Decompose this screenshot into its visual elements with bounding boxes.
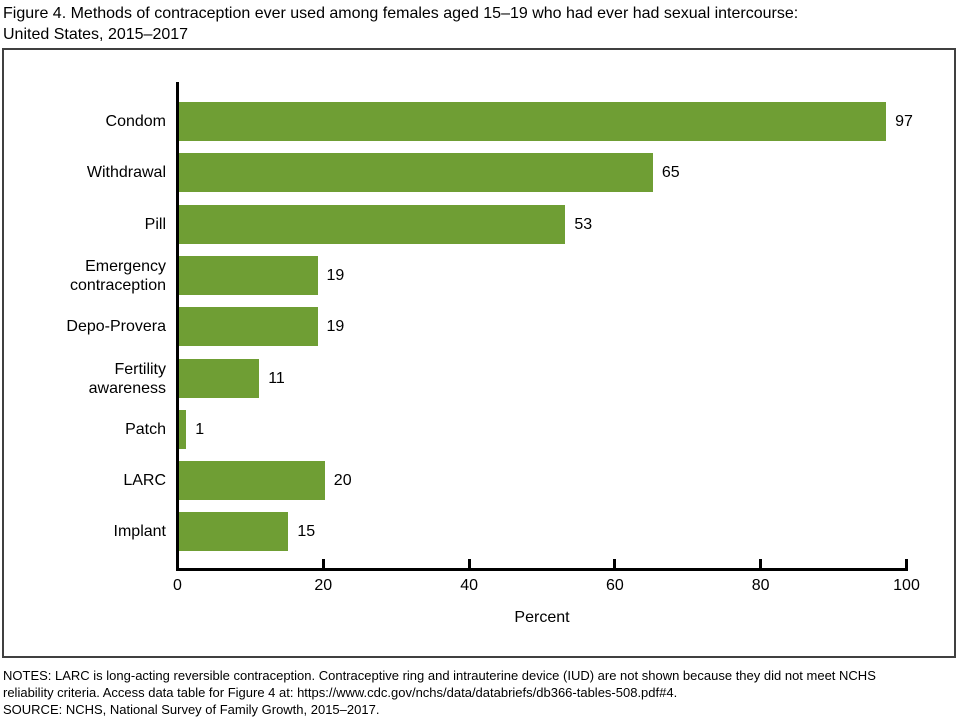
y-axis-line	[176, 82, 179, 571]
x-tick-label: 100	[893, 577, 920, 594]
x-tick-label: 40	[460, 577, 478, 594]
bar	[179, 410, 187, 449]
category-label: Condom	[105, 113, 166, 130]
chart-notes: NOTES: LARC is long-acting reversible co…	[3, 667, 950, 718]
x-tick-label: 60	[605, 577, 624, 594]
figure-title: Figure 4. Methods of contraception ever …	[3, 3, 957, 45]
value-label: 1	[195, 420, 205, 438]
x-tick	[613, 559, 617, 571]
value-label: 15	[297, 522, 316, 540]
bar	[179, 461, 325, 500]
value-label: 97	[895, 112, 913, 130]
figure-title-line2: United States, 2015–2017	[3, 26, 189, 43]
source-line: SOURCE: NCHS, National Survey of Family …	[3, 702, 380, 717]
x-tick	[905, 559, 908, 571]
bar	[179, 512, 289, 551]
x-tick	[321, 559, 325, 571]
value-label: 19	[326, 266, 345, 284]
category-label: Withdrawal	[86, 164, 166, 181]
x-tick	[176, 559, 179, 571]
category-label: Pill	[144, 216, 166, 233]
value-label: 19	[326, 317, 345, 335]
bar	[179, 102, 887, 141]
value-label: 11	[268, 369, 285, 387]
x-tick	[467, 559, 471, 571]
x-tick-label: 20	[314, 577, 333, 594]
notes-line-2: reliability criteria. Access data table …	[3, 685, 678, 700]
x-tick	[759, 559, 763, 571]
x-axis-line	[176, 568, 908, 571]
category-label: LARC	[123, 472, 166, 489]
bar	[179, 359, 260, 398]
value-label: 20	[333, 471, 352, 489]
figure-title-line1: Figure 4. Methods of contraception ever …	[3, 5, 799, 22]
x-axis-title: Percent	[514, 609, 570, 626]
bar	[179, 307, 318, 346]
notes-line-1: NOTES: LARC is long-acting reversible co…	[3, 668, 876, 683]
value-label: 53	[574, 215, 593, 233]
category-label: Fertility awareness	[88, 360, 166, 397]
value-label: 65	[661, 163, 680, 181]
bar	[179, 205, 566, 244]
category-label: Implant	[113, 523, 166, 540]
x-tick-label: 0	[173, 577, 182, 594]
category-label: Depo-Provera	[66, 318, 166, 335]
bar	[179, 256, 318, 295]
chart-frame: Percent Condom 97 Withdrawal 65 Pill 53 Emerge…	[2, 48, 956, 658]
x-tick-label: 80	[751, 577, 770, 594]
category-label: Emergency contraception	[69, 257, 166, 294]
category-label: Patch	[125, 421, 166, 438]
bar	[179, 153, 653, 192]
